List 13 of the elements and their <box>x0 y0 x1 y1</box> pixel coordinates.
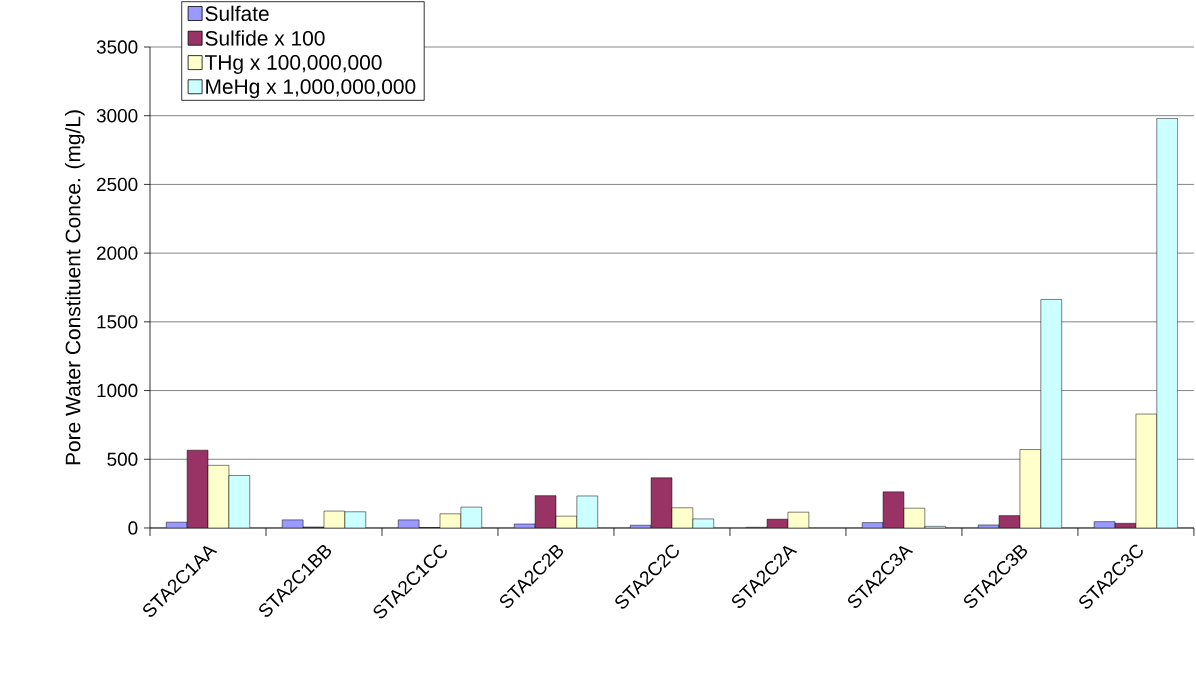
y-tick-label: 3000 <box>96 109 138 123</box>
y-tick-label: 0 <box>128 521 138 535</box>
legend-label: THg x 100,000,000 <box>204 55 382 74</box>
y-tick-label: 1500 <box>97 315 138 329</box>
y-tick-label: 500 <box>107 452 138 466</box>
y-tick-label: 3500 <box>96 40 138 54</box>
y-tick-label: 1000 <box>97 383 138 398</box>
y-tick-label: 2000 <box>97 246 138 260</box>
legend-label: Sulfide x 100 <box>205 30 325 46</box>
y-axis-title: Pore Water Constituent Conce. (mg/L) <box>65 110 85 465</box>
legend-label: MeHg x 1,000,000,000 <box>206 79 416 99</box>
y-tick-label: 2500 <box>97 177 138 192</box>
legend-label: Sulfate <box>205 5 269 22</box>
